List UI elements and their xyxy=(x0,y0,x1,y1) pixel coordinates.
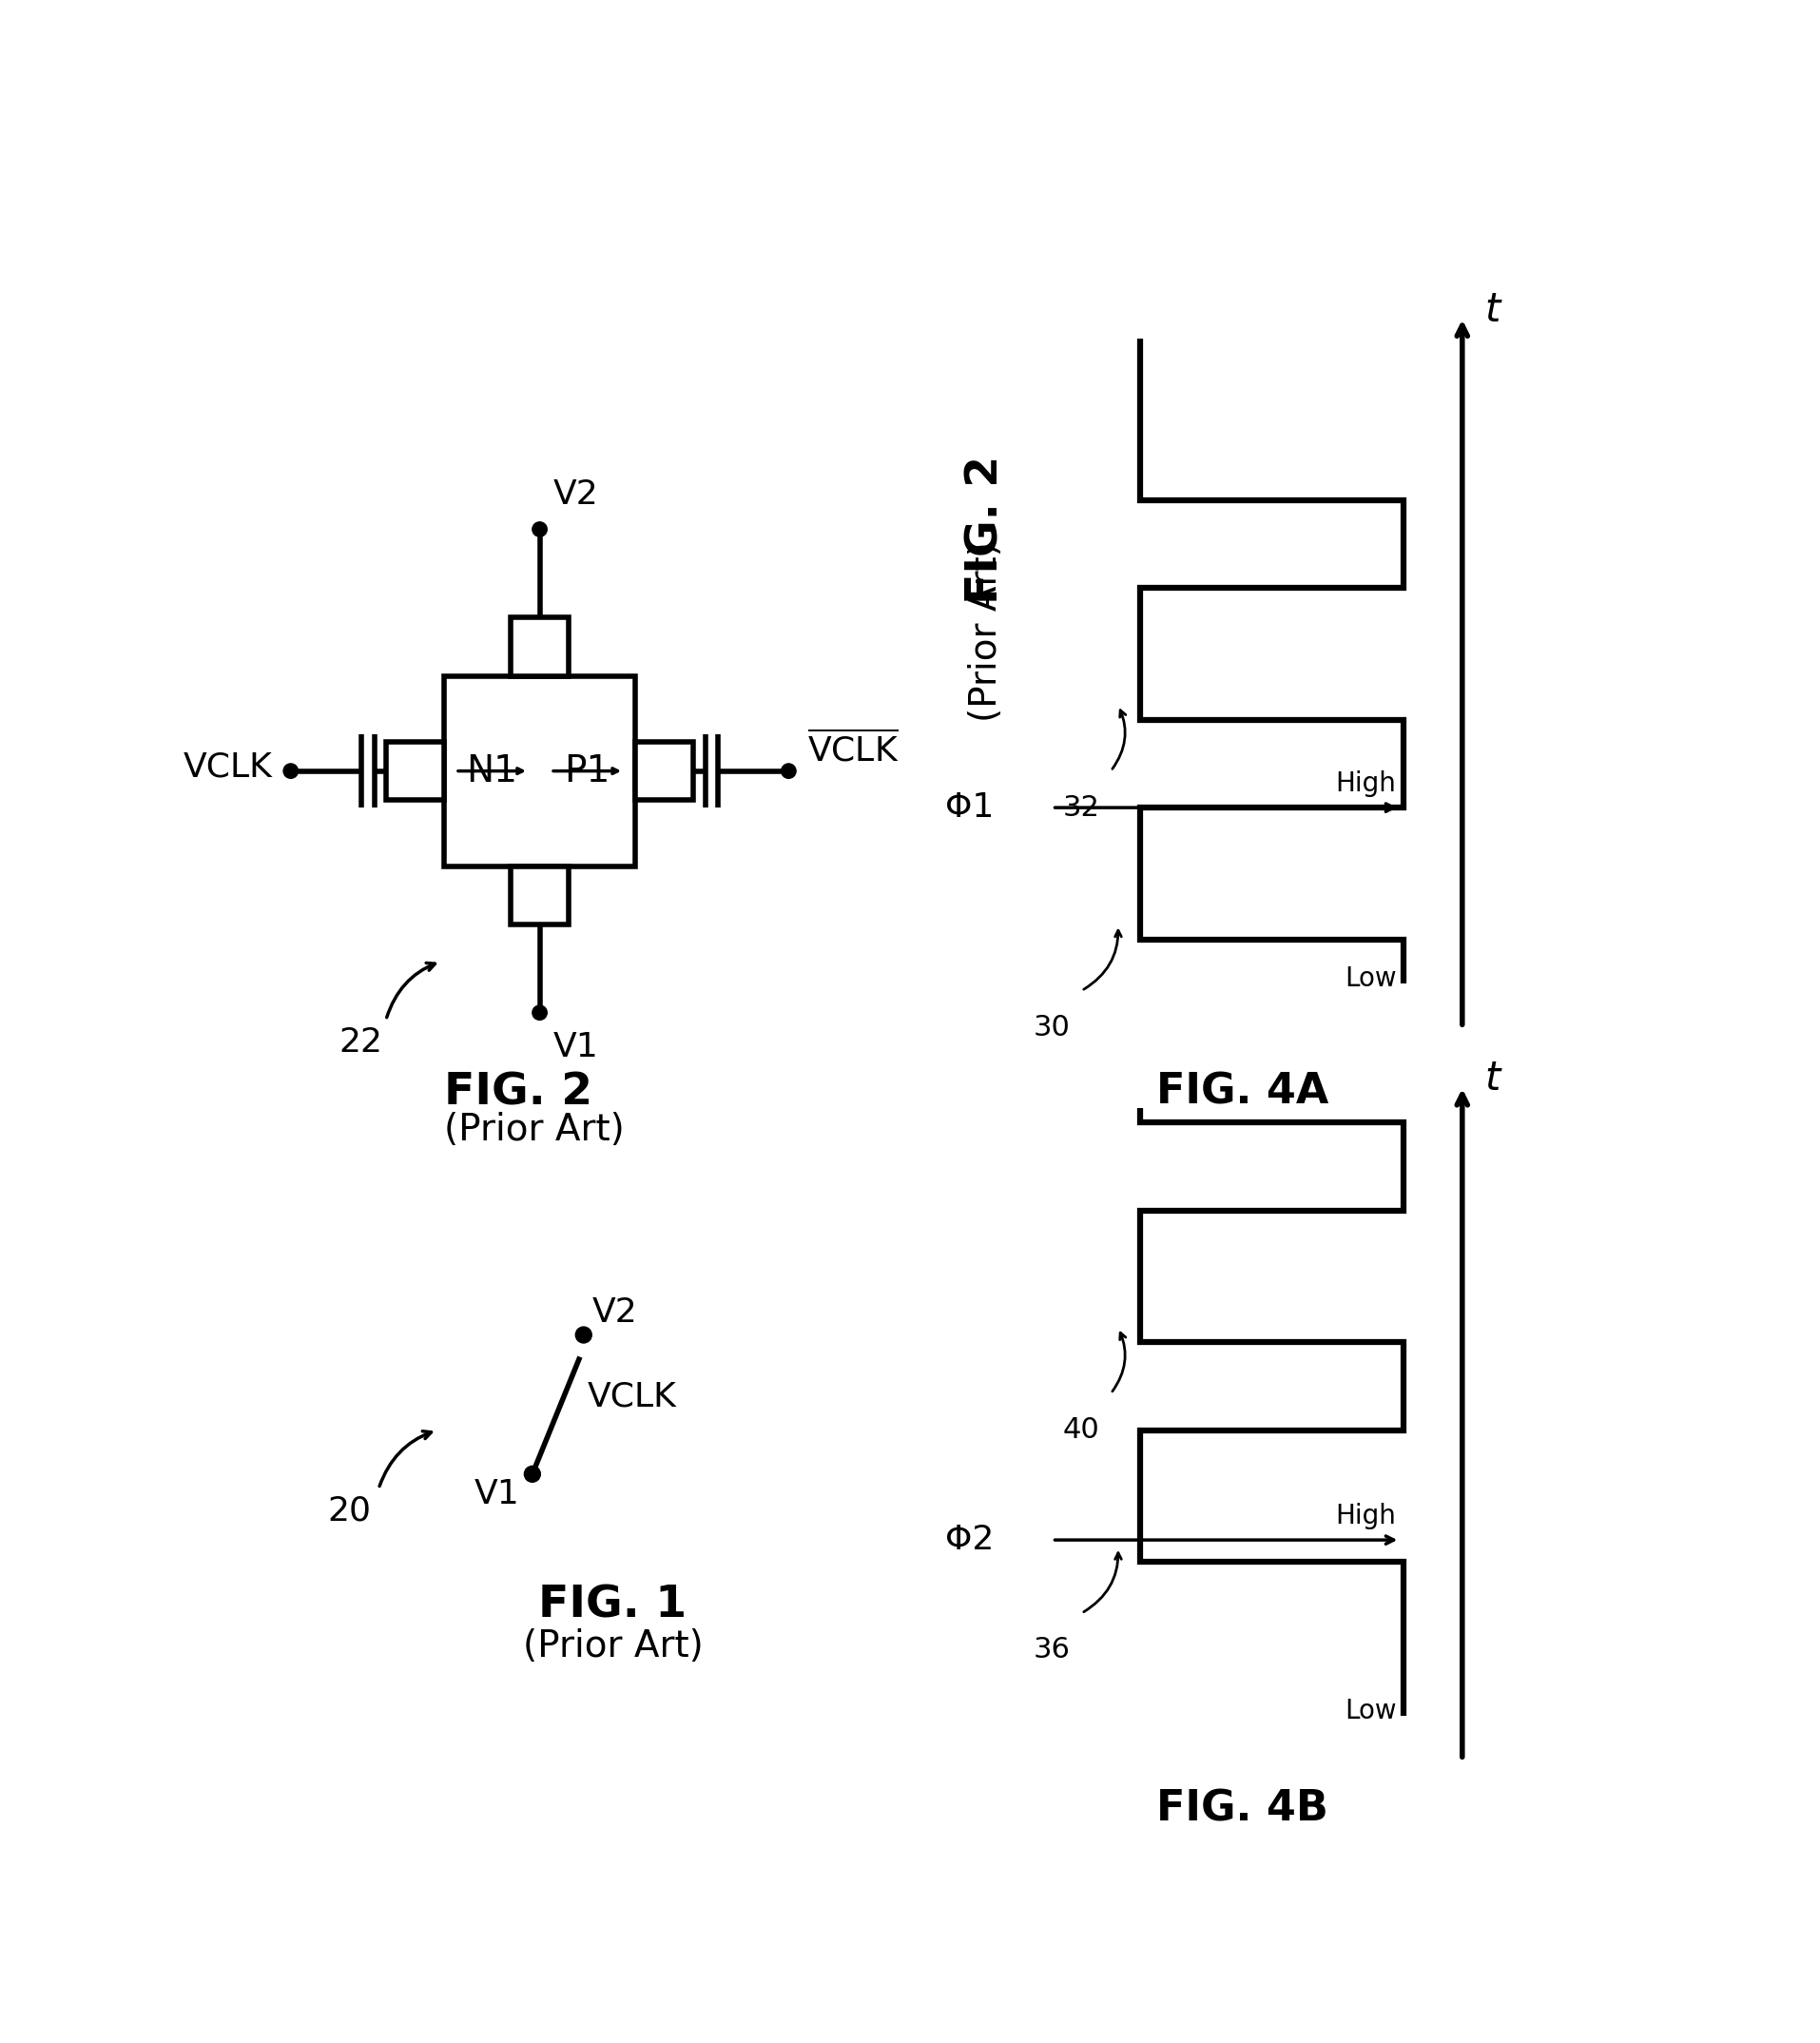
Bar xyxy=(510,617,568,676)
Text: 30: 30 xyxy=(1034,1013,1070,1042)
Text: 20: 20 xyxy=(328,1495,371,1526)
Text: FIG. 1: FIG. 1 xyxy=(539,1583,686,1626)
Text: FIG. 4B: FIG. 4B xyxy=(1156,1790,1329,1831)
Text: VCLK: VCLK xyxy=(588,1381,677,1414)
Text: (Prior Art): (Prior Art) xyxy=(522,1628,703,1663)
Bar xyxy=(444,676,635,866)
Text: V2: V2 xyxy=(553,478,599,511)
Text: Φ1: Φ1 xyxy=(945,791,994,823)
Text: Low: Low xyxy=(1343,964,1396,991)
Text: FIG. 2: FIG. 2 xyxy=(965,456,1006,603)
Text: V1: V1 xyxy=(553,1032,599,1062)
Text: $\overline{\mathrm{VCLK}}$: $\overline{\mathrm{VCLK}}$ xyxy=(806,729,899,768)
Text: t: t xyxy=(1483,290,1500,329)
Text: FIG. 2: FIG. 2 xyxy=(444,1071,593,1113)
Text: P1: P1 xyxy=(564,754,610,789)
Circle shape xyxy=(575,1326,592,1342)
Text: High: High xyxy=(1334,770,1396,797)
FancyArrowPatch shape xyxy=(379,1432,431,1485)
Text: N1: N1 xyxy=(466,754,517,789)
Circle shape xyxy=(284,764,298,778)
Text: Φ2: Φ2 xyxy=(945,1524,994,1557)
Text: (Prior Art): (Prior Art) xyxy=(444,1111,624,1148)
Text: V1: V1 xyxy=(473,1477,519,1510)
Text: t: t xyxy=(1483,1058,1500,1099)
Text: FIG. 4A: FIG. 4A xyxy=(1156,1071,1329,1111)
Circle shape xyxy=(524,1467,541,1481)
FancyArrowPatch shape xyxy=(1083,1553,1121,1612)
Text: 40: 40 xyxy=(1063,1416,1099,1444)
Text: Low: Low xyxy=(1343,1698,1396,1724)
Bar xyxy=(635,742,693,801)
FancyArrowPatch shape xyxy=(1112,1332,1125,1391)
FancyArrowPatch shape xyxy=(386,962,435,1017)
Circle shape xyxy=(531,523,546,537)
Text: High: High xyxy=(1334,1502,1396,1528)
FancyArrowPatch shape xyxy=(1083,930,1121,989)
Bar xyxy=(386,742,444,801)
Text: 22: 22 xyxy=(339,1026,382,1058)
Bar xyxy=(510,866,568,925)
FancyArrowPatch shape xyxy=(1112,711,1125,768)
Text: VCLK: VCLK xyxy=(184,752,273,785)
Circle shape xyxy=(531,1005,546,1019)
Text: 36: 36 xyxy=(1034,1636,1070,1663)
Text: (Prior Art): (Prior Art) xyxy=(968,541,1005,721)
Text: V2: V2 xyxy=(592,1297,637,1330)
Text: 32: 32 xyxy=(1063,795,1099,821)
Circle shape xyxy=(781,764,795,778)
